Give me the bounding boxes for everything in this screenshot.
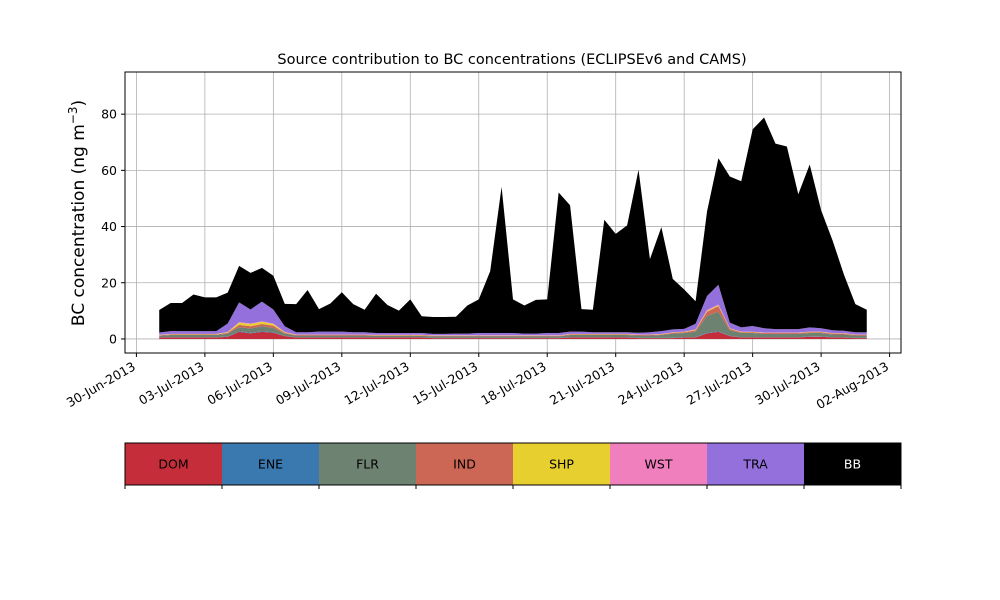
x-tick-label: 30-Jun-2013	[64, 359, 138, 410]
x-tick-label: 21-Jul-2013	[547, 359, 617, 408]
x-tick-label: 06-Jul-2013	[205, 359, 275, 408]
area-series-group	[159, 117, 867, 339]
legend-label-flr: FLR	[356, 457, 379, 472]
area-bb	[159, 117, 867, 334]
legend-swatch-wst	[610, 443, 707, 485]
y-axis-label-close: )	[69, 100, 89, 107]
x-axis-ticks: 30-Jun-201303-Jul-201306-Jul-201309-Jul-…	[64, 353, 891, 412]
x-tick-label: 03-Jul-2013	[136, 359, 206, 408]
x-tick-label: 24-Jul-2013	[615, 359, 685, 408]
x-tick-label: 09-Jul-2013	[273, 359, 343, 408]
area-tra	[159, 284, 867, 336]
y-tick-label: 60	[101, 163, 117, 178]
legend-swatch-ind	[416, 443, 513, 485]
x-tick-label: 02-Aug-2013	[814, 359, 892, 412]
legend-swatch-ene	[222, 443, 319, 485]
area-shp	[159, 305, 867, 336]
area-ene	[159, 331, 867, 339]
legend-swatch-bb	[804, 443, 901, 485]
legend-swatch-shp	[513, 443, 610, 485]
legend-frame	[124, 442, 902, 486]
y-axis-label-exponent: −3	[66, 106, 80, 124]
legend-swatch-flr	[319, 443, 416, 485]
legend-label-ind: IND	[453, 457, 476, 472]
y-axis-ticks: 0 20 40 60 80	[101, 107, 125, 346]
legend-label-bb: BB	[844, 457, 861, 472]
x-tick-label: 30-Jul-2013	[752, 359, 822, 408]
legend-label-shp: SHP	[549, 457, 574, 472]
y-tick-label: 20	[101, 275, 117, 290]
legend-colorbar: DOM ENE FLR IND SHP WST TRA BB	[124, 442, 902, 489]
x-tick-label: 18-Jul-2013	[478, 359, 548, 408]
area-dom	[159, 331, 867, 339]
plot-frame	[124, 71, 902, 354]
area-flr	[159, 311, 867, 338]
y-axis-label-main: BC concentration (ng m	[69, 124, 89, 326]
legend-label-ene: ENE	[258, 457, 283, 472]
area-ind	[159, 306, 867, 337]
y-tick-label: 40	[101, 219, 117, 234]
legend-label-tra: TRA	[742, 457, 768, 472]
y-axis-label: BC concentration (ng m−3)	[66, 100, 89, 326]
x-tick-label: 12-Jul-2013	[341, 359, 411, 408]
chart-title: Source contribution to BC concentrations…	[277, 52, 746, 68]
legend-swatch-dom	[125, 443, 222, 485]
legend-label-wst: WST	[645, 457, 673, 472]
legend-label-dom: DOM	[158, 457, 188, 472]
y-tick-label: 0	[109, 331, 117, 346]
x-tick-label: 15-Jul-2013	[410, 359, 480, 408]
x-tick-label: 27-Jul-2013	[684, 359, 754, 408]
y-tick-label: 80	[101, 107, 117, 122]
legend-swatch-tra	[707, 443, 804, 485]
